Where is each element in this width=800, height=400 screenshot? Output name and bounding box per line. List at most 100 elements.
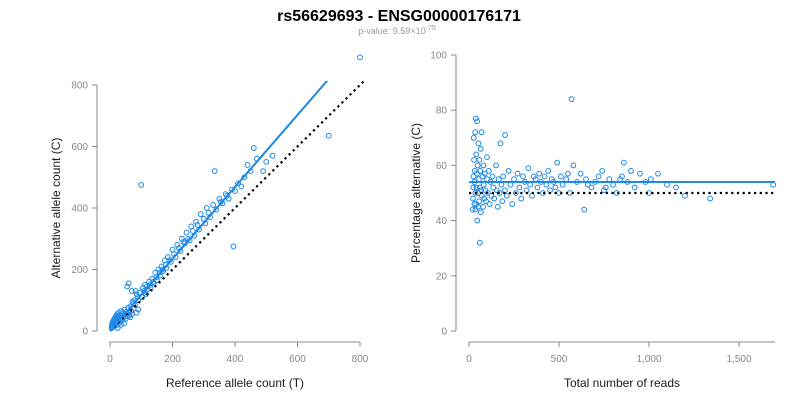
data-point <box>260 168 267 175</box>
data-point <box>581 206 588 213</box>
data-point <box>325 132 332 139</box>
x-axis-label: Total number of reads <box>564 376 680 390</box>
data-point <box>193 218 199 225</box>
data-point <box>476 198 482 205</box>
data-point <box>494 203 501 210</box>
data-point <box>469 206 476 213</box>
data-point <box>472 115 479 122</box>
data-point <box>124 283 131 290</box>
y-tick-label: 80 <box>436 106 448 117</box>
figure-title: rs56629693 - ENSG00000176171 <box>277 8 521 25</box>
fit-line <box>109 81 329 332</box>
x-axis-label: Reference allele count (T) <box>166 376 304 390</box>
data-point <box>577 170 584 177</box>
data-point <box>269 152 276 159</box>
data-point <box>238 183 245 190</box>
data-point <box>470 184 477 191</box>
data-point <box>135 306 142 313</box>
data-point <box>133 291 140 298</box>
data-point <box>476 239 483 246</box>
data-point <box>470 195 476 202</box>
data-point <box>477 168 484 174</box>
data-point <box>180 238 187 245</box>
data-point <box>133 309 140 316</box>
data-point <box>554 159 561 166</box>
data-point <box>497 140 504 147</box>
data-point <box>357 54 363 61</box>
data-point <box>477 209 484 216</box>
data-point <box>121 320 127 327</box>
data-point <box>647 176 654 183</box>
data-point <box>619 173 625 180</box>
y-tick-label: 40 <box>436 216 448 227</box>
data-point <box>210 202 217 208</box>
data-point <box>128 308 135 314</box>
data-point <box>230 243 237 250</box>
data-point <box>473 151 480 158</box>
data-point <box>470 173 477 180</box>
data-point <box>514 170 521 177</box>
p-value-text: p-value: 9.59×10-75 <box>358 25 436 36</box>
data-point <box>707 195 714 202</box>
data-point <box>480 181 487 188</box>
data-point <box>114 325 121 331</box>
data-point <box>169 246 176 253</box>
data-point <box>250 145 257 151</box>
data-point <box>588 184 595 191</box>
data-point <box>475 140 482 147</box>
data-point <box>770 181 777 188</box>
reference-dotted-line <box>109 81 364 332</box>
x-tick-label: 0 <box>107 354 113 365</box>
data-point <box>138 182 145 188</box>
data-point <box>235 180 242 187</box>
data-point <box>490 184 497 191</box>
data-point <box>476 184 483 191</box>
data-point <box>471 201 478 207</box>
data-point <box>583 176 589 183</box>
x-tick-label: 1,000 <box>636 354 661 365</box>
y-axis-label: Alternative allele count (C) <box>49 138 63 279</box>
data-point <box>484 154 490 161</box>
data-point <box>496 190 503 196</box>
data-point <box>478 129 485 136</box>
data-point <box>595 173 602 180</box>
data-point <box>620 159 627 166</box>
data-point <box>127 314 134 321</box>
p-value-prefix: p-value: 9.59×10 <box>358 26 425 36</box>
data-point <box>118 321 124 328</box>
data-point <box>493 162 499 169</box>
data-point <box>610 181 616 188</box>
y-tick-label: 100 <box>430 51 447 62</box>
data-point <box>178 235 185 242</box>
data-point <box>203 205 210 211</box>
data-point <box>534 184 541 191</box>
data-point <box>557 173 564 180</box>
data-point <box>489 173 496 180</box>
data-point <box>128 288 135 294</box>
data-point <box>545 168 552 174</box>
data-point <box>655 170 661 177</box>
data-point <box>559 181 566 188</box>
data-point <box>527 181 534 188</box>
data-point <box>509 201 516 207</box>
data-point <box>481 170 488 177</box>
data-point <box>599 168 606 174</box>
data-point <box>188 223 195 230</box>
data-point <box>631 184 638 191</box>
p-value-exponent: -75 <box>426 25 436 32</box>
data-point <box>225 195 232 202</box>
data-point <box>499 198 506 205</box>
data-point <box>536 170 543 177</box>
data-point <box>606 176 613 183</box>
data-points <box>469 96 777 246</box>
data-point <box>495 176 502 183</box>
data-point <box>476 156 483 163</box>
data-point <box>570 162 577 169</box>
data-point <box>471 156 477 163</box>
x-tick-label: 600 <box>289 354 306 365</box>
data-point <box>472 190 479 196</box>
data-point <box>601 187 607 194</box>
x-tick-label: 1,500 <box>726 354 751 365</box>
data-point <box>498 181 505 188</box>
y-tick-label: 60 <box>436 161 448 172</box>
